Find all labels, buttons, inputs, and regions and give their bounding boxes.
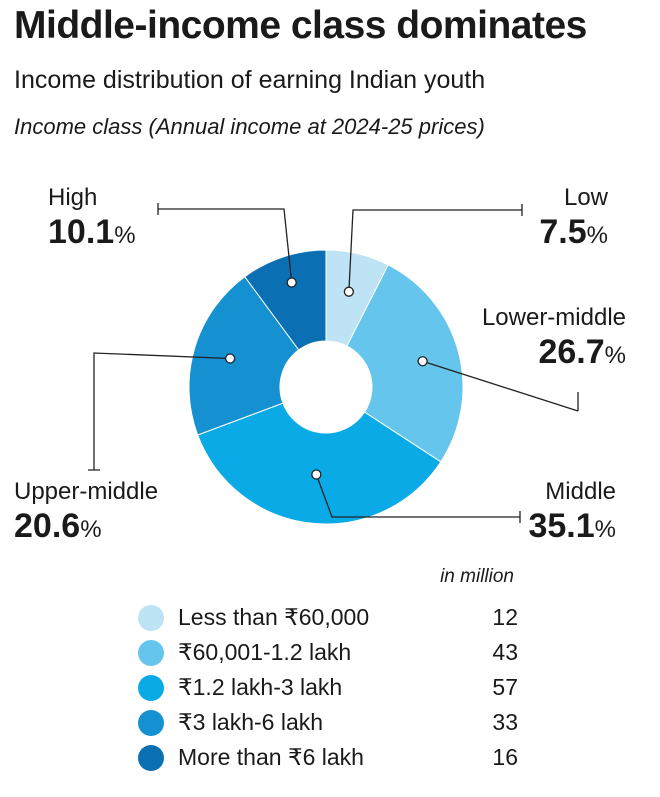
leader-dot bbox=[224, 353, 236, 364]
chart-title: Middle-income class dominates bbox=[14, 4, 587, 47]
legend-swatch bbox=[138, 674, 164, 701]
legend-value: 57 bbox=[492, 674, 518, 700]
slice-label-lower-middle: Lower-middle 26.7% bbox=[482, 304, 626, 376]
slice-upper-middle bbox=[188, 275, 300, 436]
legend-item: ₹1.2 lakh-3 lakh 57 bbox=[138, 670, 518, 705]
legend: Less than ₹60,000 12 ₹60,001-1.2 lakh 43… bbox=[138, 600, 518, 775]
leader-line bbox=[88, 352, 231, 471]
chart-subtitle: Income distribution of earning Indian yo… bbox=[14, 66, 486, 94]
legend-item: ₹60,001-1.2 lakh 43 bbox=[138, 635, 518, 670]
slice-name: Upper-middle bbox=[14, 478, 159, 505]
chart-note: Income class (Annual income at 2024-25 p… bbox=[14, 114, 485, 139]
legend-swatch bbox=[138, 604, 164, 631]
legend-label: More than ₹6 lakh bbox=[178, 744, 364, 770]
slice-percent-value: 10.1 bbox=[48, 213, 115, 251]
percent-sign: % bbox=[80, 516, 102, 543]
legend-value: 16 bbox=[492, 744, 518, 770]
legend-value: 33 bbox=[492, 709, 518, 735]
legend-swatch bbox=[138, 639, 164, 666]
slice-middle bbox=[197, 402, 442, 525]
leader-line bbox=[157, 203, 293, 283]
percent-sign: % bbox=[604, 342, 626, 369]
slice-label-low: Low 7.5% bbox=[539, 184, 608, 256]
leader-dot bbox=[286, 277, 297, 288]
slice-name: High bbox=[48, 184, 98, 211]
slice-percent: 35.1% bbox=[528, 506, 616, 550]
slice-percent: 7.5% bbox=[539, 212, 608, 256]
legend-value: 12 bbox=[492, 604, 518, 630]
slice-name: Low bbox=[563, 184, 608, 211]
legend-item: More than ₹6 lakh 16 bbox=[138, 740, 518, 775]
slice-label-high: High 10.1% bbox=[48, 184, 136, 256]
percent-sign: % bbox=[594, 516, 616, 543]
slice-percent: 20.6% bbox=[14, 506, 158, 550]
slice-name: Middle bbox=[545, 478, 616, 505]
leader-line bbox=[348, 204, 523, 292]
percent-sign: % bbox=[586, 222, 608, 249]
slice-percent-value: 7.5 bbox=[539, 213, 587, 251]
legend-item: Less than ₹60,000 12 bbox=[138, 600, 518, 635]
slice-percent-value: 35.1 bbox=[528, 507, 595, 545]
legend-swatch bbox=[138, 744, 164, 771]
leader-line bbox=[422, 360, 579, 412]
legend-swatch bbox=[138, 709, 164, 736]
legend-item: ₹3 lakh-6 lakh 33 bbox=[138, 705, 518, 740]
percent-sign: % bbox=[114, 222, 136, 249]
legend-label: Less than ₹60,000 bbox=[178, 604, 370, 630]
unit-note: in million bbox=[440, 566, 514, 587]
slice-label-middle: Middle 35.1% bbox=[528, 478, 616, 550]
slice-name: Lower-middle bbox=[481, 304, 626, 331]
legend-label: ₹1.2 lakh-3 lakh bbox=[178, 674, 343, 700]
leader-dot bbox=[417, 356, 428, 367]
legend-value: 43 bbox=[492, 639, 518, 665]
leader-dot bbox=[311, 469, 322, 480]
slice-percent: 10.1% bbox=[48, 212, 136, 256]
donut-chart bbox=[88, 203, 579, 525]
slice-percent-value: 26.7 bbox=[538, 333, 605, 371]
slice-percent-value: 20.6 bbox=[14, 507, 81, 545]
slice-high bbox=[244, 249, 327, 351]
slice-lower-middle bbox=[346, 264, 464, 463]
leader-dot bbox=[343, 286, 355, 297]
legend-label: ₹60,001-1.2 lakh bbox=[178, 639, 352, 665]
slice-label-upper-middle: Upper-middle 20.6% bbox=[14, 478, 158, 550]
legend-label: ₹3 lakh-6 lakh bbox=[178, 709, 324, 735]
slice-percent: 26.7% bbox=[482, 332, 626, 376]
leader-line bbox=[315, 474, 521, 523]
